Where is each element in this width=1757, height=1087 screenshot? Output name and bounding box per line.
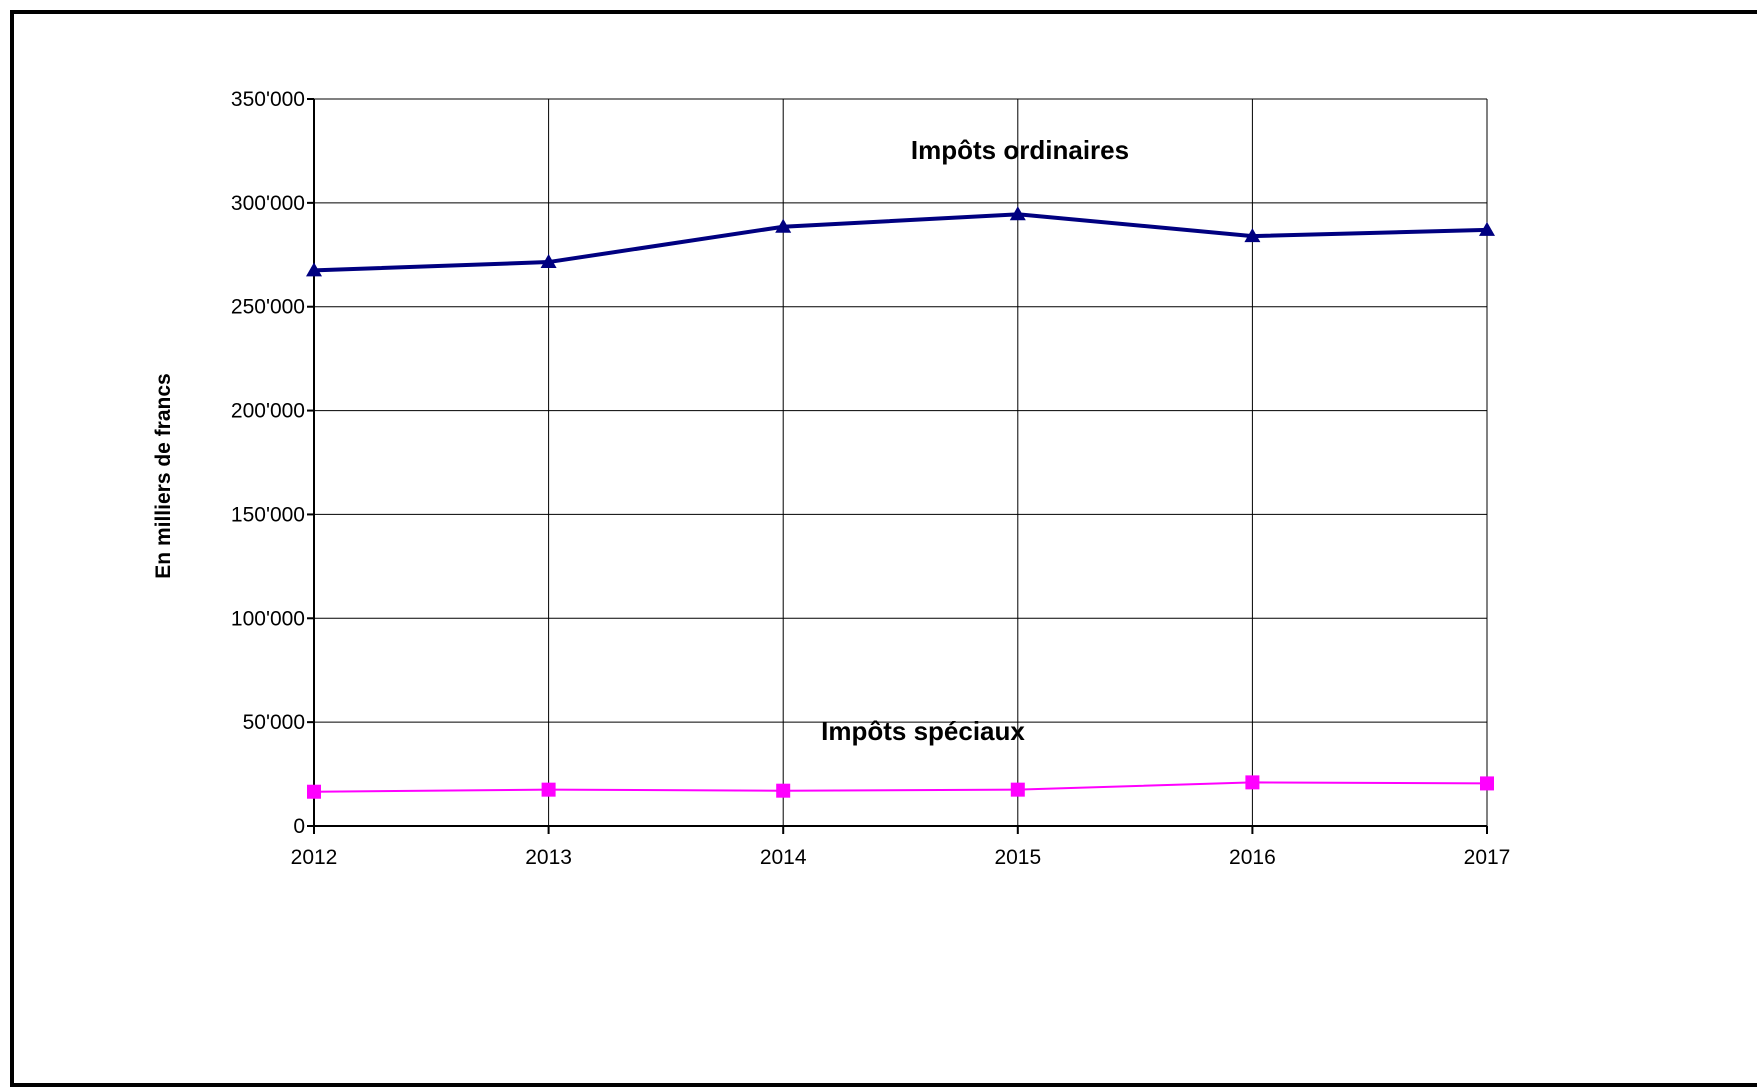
x-tick-label: 2014 (760, 846, 807, 869)
y-tick-label: 250'000 (231, 296, 305, 319)
y-axis-title: En milliers de francs (152, 373, 175, 578)
y-tick-label: 100'000 (231, 607, 305, 630)
x-tick-label: 2013 (525, 846, 572, 869)
data-point-impots-ordinaires (1244, 228, 1261, 243)
series-line-impots-speciaux (313, 781, 1488, 793)
data-point-impots-speciaux (307, 784, 321, 799)
y-tick-label: 200'000 (231, 400, 305, 423)
y-tick-label: 150'000 (231, 503, 305, 526)
y-tick-label: 350'000 (231, 88, 305, 111)
axes (307, 98, 1488, 834)
line-chart: 0 50'000 100'000 150'000 200'000 250'000 300'0… (152, 88, 1510, 869)
y-tick-label: 300'000 (231, 192, 305, 215)
y-tick-label: 50'000 (243, 711, 305, 734)
data-point-impots-speciaux (1245, 775, 1260, 790)
data-point-impots-speciaux (1010, 782, 1025, 797)
data-point-impots-speciaux (1480, 776, 1494, 791)
series-lines (306, 206, 1495, 799)
series-line-impots-ordinaires (313, 212, 1488, 273)
chart-frame: 0 50'000 100'000 150'000 200'000 250'000 300'0… (10, 10, 1757, 1087)
data-point-impots-speciaux (776, 783, 791, 798)
data-point-impots-speciaux (541, 782, 556, 797)
x-tick-label: 2012 (291, 846, 338, 869)
series-label-impots-speciaux: Impôts spéciaux (821, 716, 1025, 746)
gridlines (314, 98, 1488, 826)
x-tick-label: 2015 (994, 846, 1041, 869)
x-tick-label: 2017 (1464, 846, 1511, 869)
data-point-impots-ordinaires (1479, 221, 1495, 236)
data-point-impots-ordinaires (306, 262, 322, 277)
y-tick-label: 0 (293, 815, 305, 838)
data-point-impots-ordinaires (775, 218, 792, 233)
series-label-impots-ordinaires: Impôts ordinaires (911, 135, 1129, 165)
data-point-impots-ordinaires (540, 254, 557, 269)
data-point-impots-ordinaires (1009, 206, 1026, 221)
tick-labels: 0 50'000 100'000 150'000 200'000 250'000 300'0… (231, 88, 1510, 869)
x-tick-label: 2016 (1229, 846, 1276, 869)
